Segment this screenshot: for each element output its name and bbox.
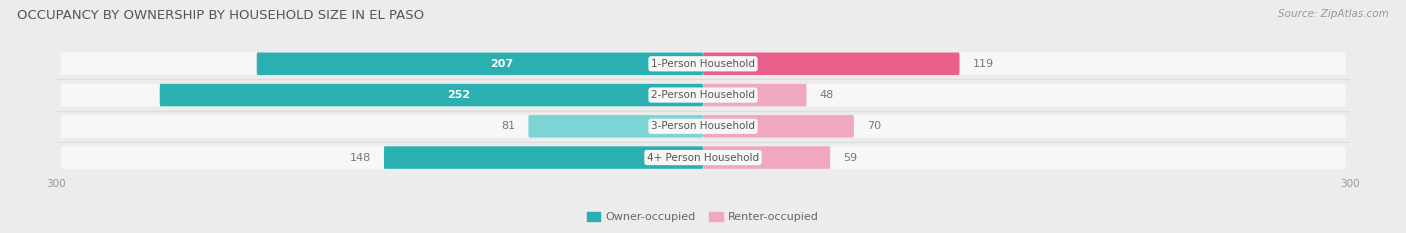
Legend: Owner-occupied, Renter-occupied: Owner-occupied, Renter-occupied: [582, 208, 824, 227]
FancyBboxPatch shape: [160, 84, 703, 106]
FancyBboxPatch shape: [703, 84, 807, 106]
Text: 207: 207: [491, 59, 513, 69]
FancyBboxPatch shape: [60, 146, 1346, 169]
FancyBboxPatch shape: [257, 52, 703, 75]
Text: 1-Person Household: 1-Person Household: [651, 59, 755, 69]
Text: 48: 48: [820, 90, 834, 100]
Text: 81: 81: [502, 121, 516, 131]
Text: 59: 59: [844, 153, 858, 163]
FancyBboxPatch shape: [60, 115, 1346, 137]
Text: 148: 148: [350, 153, 371, 163]
Text: OCCUPANCY BY OWNERSHIP BY HOUSEHOLD SIZE IN EL PASO: OCCUPANCY BY OWNERSHIP BY HOUSEHOLD SIZE…: [17, 9, 425, 22]
FancyBboxPatch shape: [703, 115, 853, 137]
Text: 4+ Person Household: 4+ Person Household: [647, 153, 759, 163]
Text: Source: ZipAtlas.com: Source: ZipAtlas.com: [1278, 9, 1389, 19]
FancyBboxPatch shape: [529, 115, 703, 137]
Text: 252: 252: [447, 90, 470, 100]
FancyBboxPatch shape: [60, 52, 1346, 75]
FancyBboxPatch shape: [384, 146, 703, 169]
FancyBboxPatch shape: [703, 146, 830, 169]
FancyBboxPatch shape: [703, 52, 959, 75]
Text: 3-Person Household: 3-Person Household: [651, 121, 755, 131]
Text: 70: 70: [868, 121, 882, 131]
Text: 2-Person Household: 2-Person Household: [651, 90, 755, 100]
FancyBboxPatch shape: [60, 84, 1346, 106]
Text: 119: 119: [973, 59, 994, 69]
